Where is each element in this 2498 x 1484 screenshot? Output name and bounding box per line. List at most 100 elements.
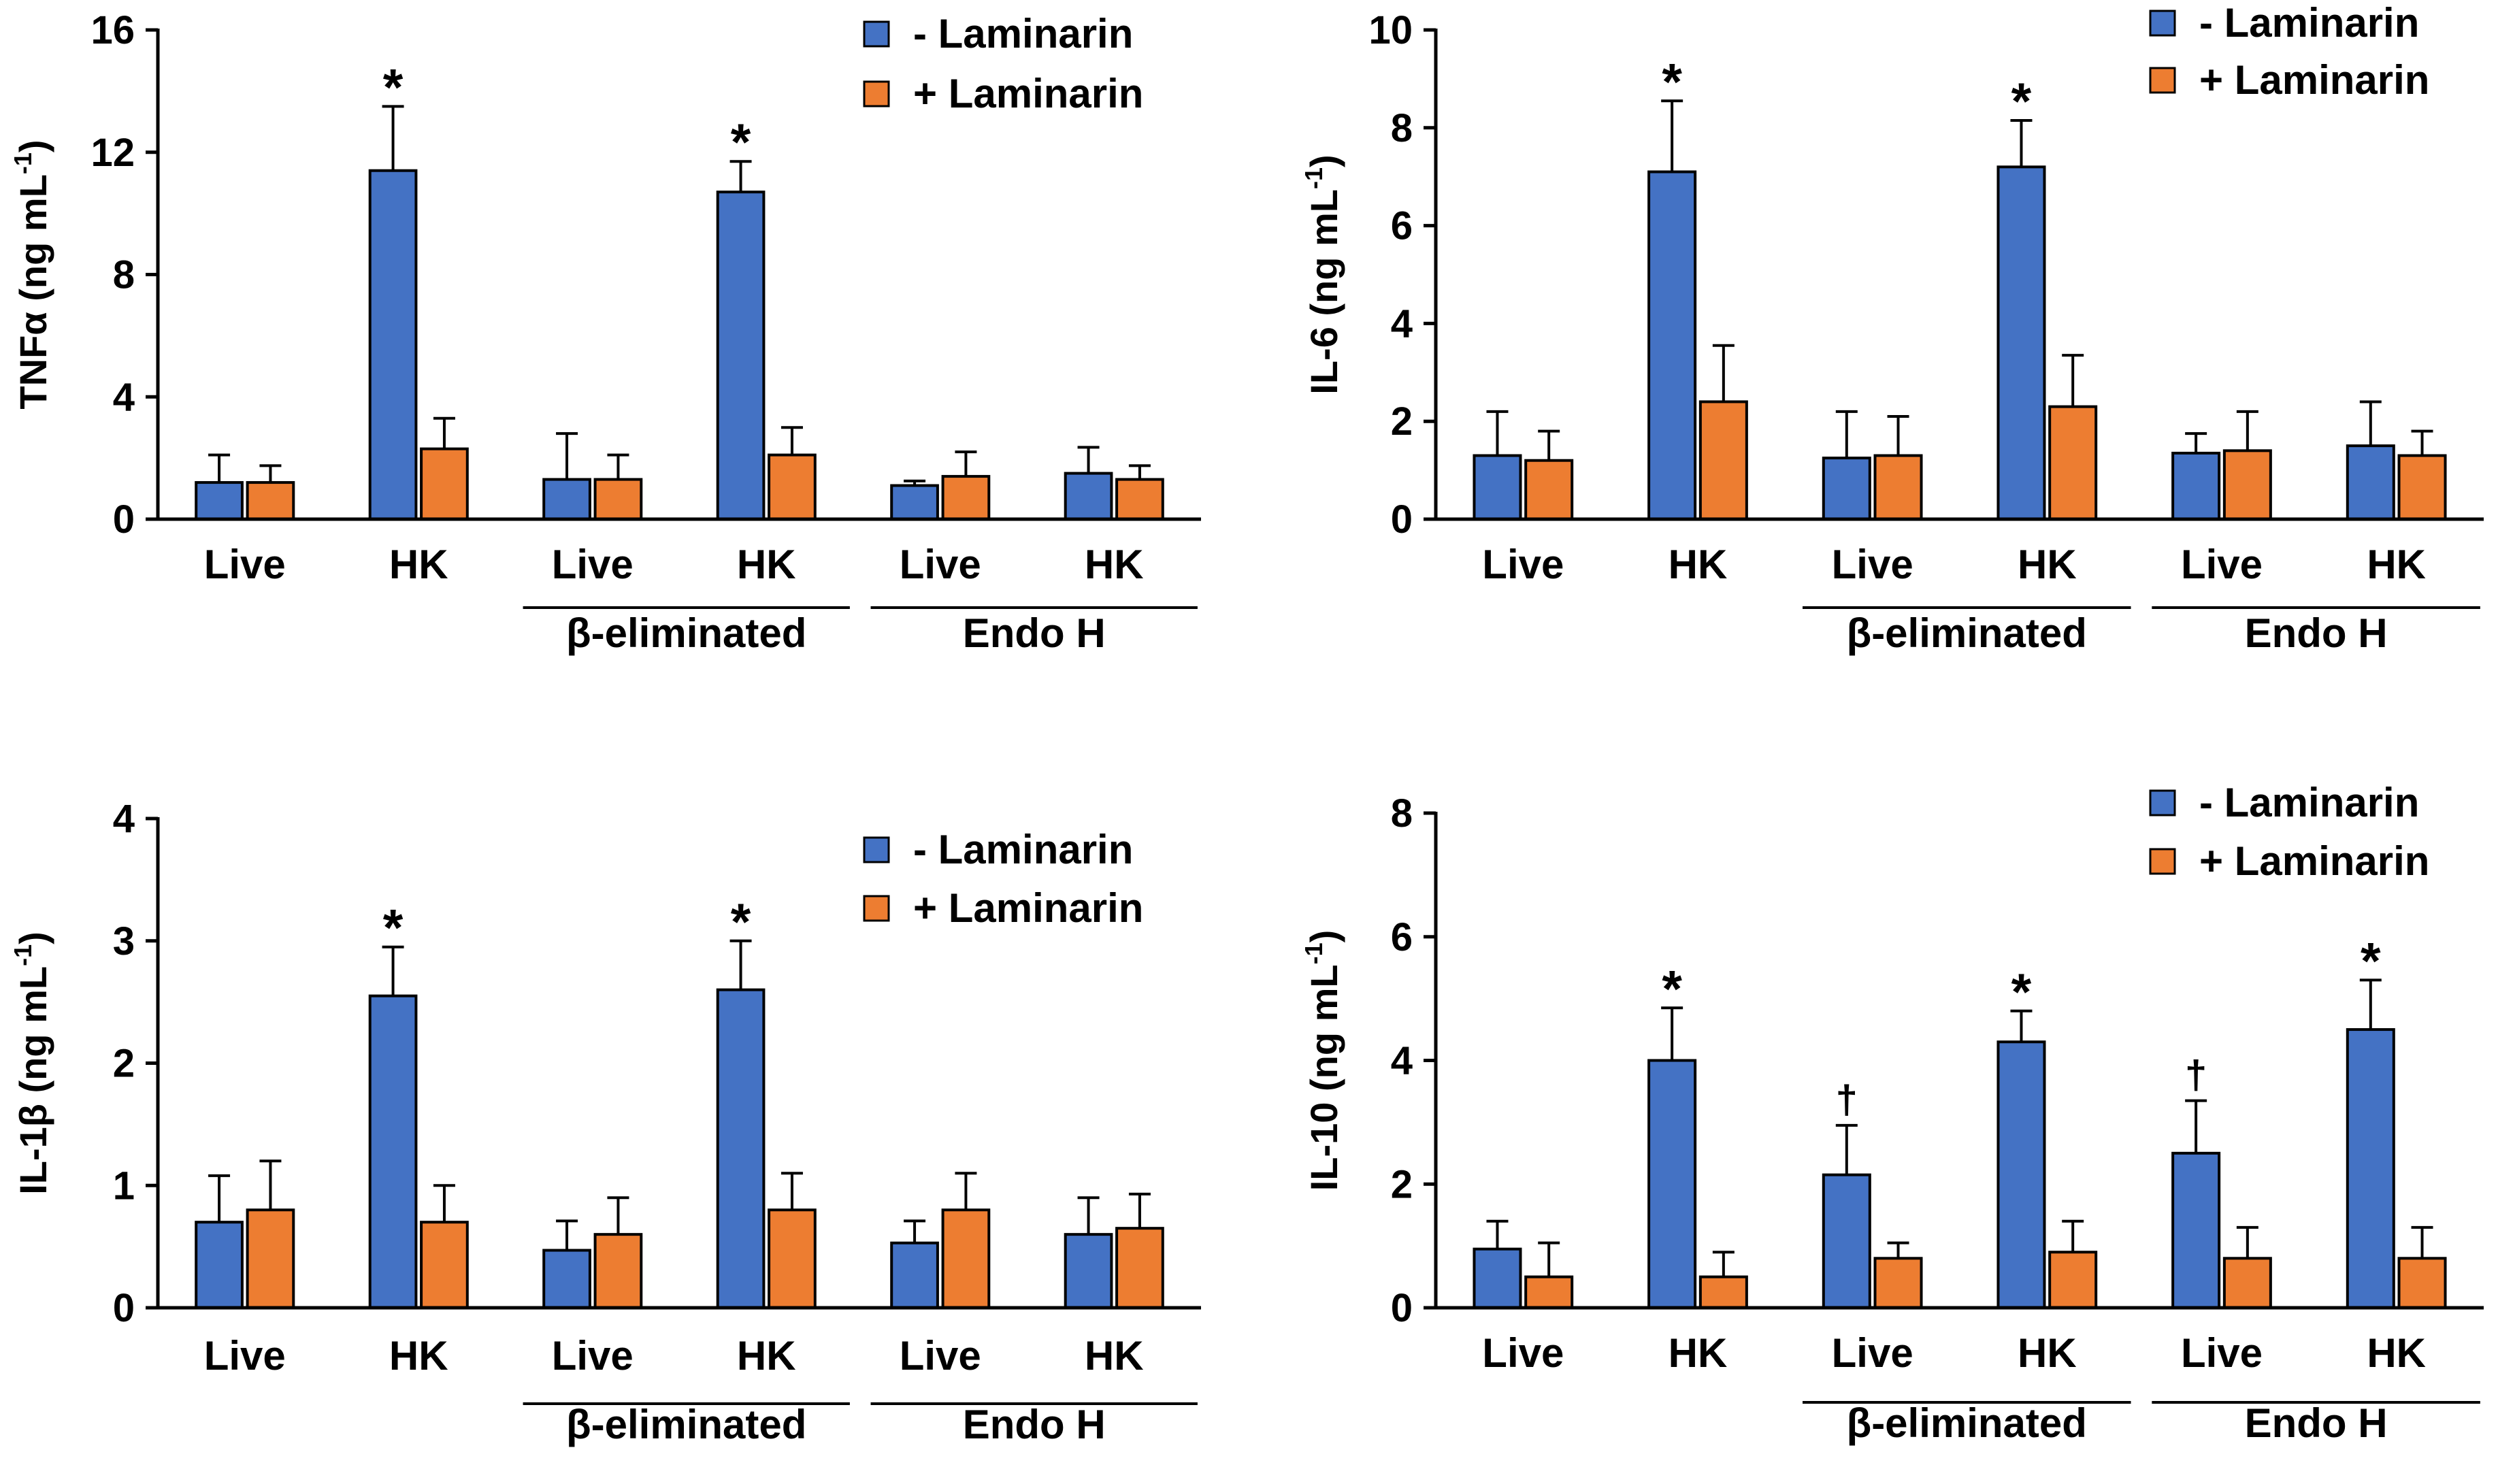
y-tick-label: 4 — [113, 797, 135, 841]
y-tick-label: 4 — [113, 375, 135, 419]
bar-minus-5 — [2171, 451, 2221, 521]
legend-label-minus: - Laminarin — [2199, 780, 2419, 825]
bar-minus-2 — [368, 169, 418, 521]
chart-panel-1: * * 0 4 8 12 16 Live HK Live HK Live HK β-eliminated E… — [9, 8, 1201, 656]
legend-swatch-plus — [2149, 848, 2176, 875]
significance-mark: * — [731, 114, 751, 171]
legend-label-minus: - Laminarin — [913, 827, 1133, 872]
y-axis-label: TNFα (ng mL-1) — [9, 139, 54, 409]
y-tick-label: 2 — [1391, 399, 1413, 444]
y-axis-label-sup: -1 — [9, 944, 37, 966]
bar-minus-1 — [195, 481, 244, 521]
x-tick-label: Live — [204, 542, 286, 587]
significance-mark: * — [2011, 73, 2032, 131]
y-tick-label: 8 — [113, 253, 135, 297]
chart-panel-4: * † * † * 0 2 4 6 8 Live HK Live HK Live HK β-eliminated… — [1300, 780, 2484, 1446]
bar-minus-4 — [1996, 165, 2046, 521]
x-tick-label: Live — [204, 1333, 286, 1379]
x-tick-label: HK — [737, 542, 796, 587]
y-axis-label-sup: -1 — [1300, 167, 1328, 189]
x-tick-label: Live — [2181, 1330, 2263, 1376]
bar-plus-1 — [246, 1208, 295, 1309]
bar-minus-1 — [195, 1221, 244, 1310]
legend-swatch-minus — [2149, 10, 2176, 37]
y-tick-label: 0 — [1391, 1286, 1413, 1330]
chart-panel-2: * * 0 2 4 6 8 10 Live HK Live HK Live HK β-eliminated E… — [1300, 0, 2484, 656]
bar-minus-5 — [890, 1241, 939, 1310]
bar-plus-1 — [246, 481, 295, 521]
x-tick-label: Live — [900, 1333, 981, 1379]
x-tick-label: Live — [552, 1333, 634, 1379]
significance-mark: † — [2185, 1053, 2207, 1098]
x-tick-label: HK — [1669, 1330, 1728, 1376]
y-axis-label-tail: ) — [12, 931, 54, 944]
x-tick-label: Live — [1482, 1330, 1564, 1376]
x-tick-label: Live — [900, 542, 981, 587]
group-label-beta: β-eliminated — [1847, 1400, 2087, 1446]
legend-label-plus: + Laminarin — [913, 71, 1143, 116]
y-tick-label: 10 — [1368, 8, 1413, 52]
significance-mark: * — [2361, 932, 2381, 990]
y-axis-label-tail: ) — [1302, 154, 1345, 167]
bar-plus-2 — [420, 1221, 469, 1310]
group-label-beta: β-eliminated — [566, 610, 806, 656]
group-label-beta: β-eliminated — [566, 1402, 806, 1447]
bar-plus-6 — [1115, 1227, 1164, 1309]
y-tick-label: 4 — [1391, 301, 1413, 346]
legend-label-minus: - Laminarin — [2199, 0, 2419, 46]
bar-plus-5 — [2222, 1257, 2272, 1310]
y-tick-label: 12 — [91, 131, 135, 175]
y-axis-label: IL-6 (ng mL-1) — [1300, 154, 1345, 394]
y-axis-label-sup: -1 — [1300, 942, 1328, 964]
bar-minus-6 — [1064, 1233, 1113, 1310]
legend-label-plus: + Laminarin — [2199, 838, 2429, 884]
significance-mark: * — [1662, 960, 1682, 1018]
y-axis-label: IL-10 (ng mL-1) — [1300, 930, 1345, 1191]
y-tick-label: 0 — [113, 497, 135, 542]
y-axis-label-main: IL-10 (ng mL — [1302, 964, 1345, 1191]
group-label-endo: Endo H — [2245, 1400, 2388, 1446]
x-tick-label: HK — [2018, 1330, 2077, 1376]
bar-minus-4 — [1996, 1040, 2046, 1310]
bar-minus-1 — [1473, 454, 1522, 521]
y-tick-label: 6 — [1391, 204, 1413, 248]
bar-plus-6 — [1115, 478, 1164, 521]
significance-mark: * — [1662, 53, 1682, 111]
y-axis-label-main: IL-1β (ng mL — [12, 966, 54, 1195]
y-axis-label-sup: -1 — [9, 152, 37, 174]
y-tick-label: 3 — [113, 919, 135, 963]
significance-mark: * — [383, 900, 404, 957]
y-tick-label: 0 — [1391, 497, 1413, 542]
legend-label-plus: + Laminarin — [2199, 57, 2429, 103]
y-tick-label: 8 — [1391, 106, 1413, 150]
bar-plus-5 — [941, 475, 991, 521]
bar-plus-3 — [1873, 454, 1923, 521]
y-tick-label: 16 — [91, 8, 135, 52]
y-axis-label-main: IL-6 (ng mL — [1302, 189, 1345, 395]
bar-minus-6 — [2346, 444, 2395, 521]
significance-mark: * — [383, 59, 404, 116]
bar-minus-5 — [2171, 1151, 2221, 1309]
bar-plus-5 — [2222, 449, 2272, 521]
significance-mark: * — [2011, 963, 2032, 1021]
bar-plus-4 — [2048, 405, 2098, 521]
x-tick-label: Live — [552, 542, 634, 587]
legend-label-plus: + Laminarin — [913, 885, 1143, 931]
group-label-endo: Endo H — [963, 1402, 1106, 1447]
x-tick-label: HK — [1669, 542, 1728, 587]
bar-minus-3 — [1822, 457, 1871, 521]
legend-swatch-minus — [2149, 789, 2176, 817]
y-tick-label: 1 — [113, 1164, 135, 1208]
x-tick-label: Live — [1832, 542, 1913, 587]
y-tick-label: 6 — [1391, 915, 1413, 959]
bar-plus-1 — [1524, 1275, 1574, 1309]
bar-plus-6 — [2397, 1257, 2447, 1310]
legend-swatch-minus — [863, 20, 890, 48]
y-tick-label: 4 — [1391, 1039, 1413, 1083]
bar-plus-5 — [941, 1208, 991, 1309]
x-tick-label: Live — [2181, 542, 2263, 587]
x-tick-label: HK — [389, 1333, 448, 1379]
bar-plus-6 — [2397, 454, 2447, 521]
y-tick-label: 2 — [113, 1042, 135, 1086]
legend-label-minus: - Laminarin — [913, 11, 1133, 56]
